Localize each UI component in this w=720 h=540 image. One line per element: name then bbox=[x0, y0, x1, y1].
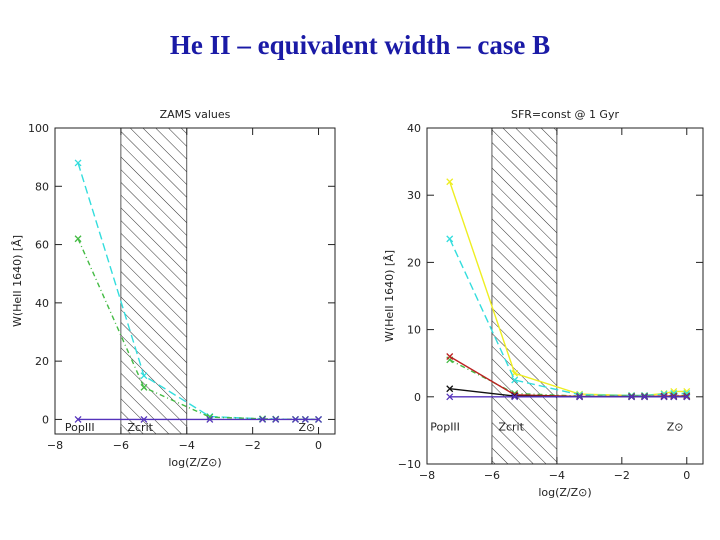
data-point bbox=[511, 393, 519, 401]
data-point bbox=[670, 393, 678, 401]
y-tick-label: 100 bbox=[28, 122, 49, 135]
annotation-label: Zcrit bbox=[498, 420, 524, 433]
x-tick-label: −8 bbox=[419, 469, 435, 482]
x-tick-label: −6 bbox=[484, 469, 500, 482]
annotation-label: Zcrit bbox=[127, 421, 153, 434]
chart-zams-values: −8 −6 −4 −2 0 0 20 40 60 80 100 ZAMS values log(Z/Z⊙… bbox=[11, 108, 336, 469]
y-tick-label: 40 bbox=[407, 122, 421, 135]
y-tick-label: 60 bbox=[35, 239, 49, 252]
data-point bbox=[683, 393, 691, 401]
series-line bbox=[449, 238, 687, 397]
y-tick-label: −10 bbox=[398, 458, 421, 471]
annotation-label: PopIII bbox=[430, 420, 460, 433]
y-axis-label: W(HeII 1640) [Å] bbox=[11, 235, 24, 327]
series-line bbox=[449, 181, 687, 397]
plot-frame bbox=[54, 127, 336, 435]
x-tick-label: −6 bbox=[113, 439, 129, 452]
x-tick-label: −2 bbox=[614, 469, 630, 482]
y-tick-label: 40 bbox=[35, 297, 49, 310]
data-point bbox=[641, 393, 649, 401]
data-point bbox=[628, 393, 636, 401]
y-tick-label: 20 bbox=[35, 355, 49, 368]
hatched-region bbox=[120, 127, 188, 435]
data-point bbox=[140, 372, 148, 380]
chart-title: ZAMS values bbox=[160, 108, 231, 121]
annotation-label: PopIII bbox=[65, 421, 95, 434]
data-point bbox=[74, 235, 82, 243]
data-point bbox=[301, 415, 309, 423]
data-point bbox=[446, 178, 454, 186]
data-point bbox=[74, 159, 82, 167]
x-tick-label: −4 bbox=[549, 469, 565, 482]
data-point bbox=[74, 415, 82, 423]
data-point bbox=[292, 415, 299, 423]
hatched-region bbox=[491, 127, 558, 465]
x-axis-label: log(Z/Z⊙) bbox=[538, 486, 591, 499]
data-point bbox=[315, 415, 322, 423]
x-tick-label: 0 bbox=[683, 469, 690, 482]
slide-title: He II – equivalent width – case B bbox=[169, 30, 551, 60]
y-tick-label: 30 bbox=[407, 189, 421, 202]
x-tick-label: −8 bbox=[47, 439, 63, 452]
chart-sfr-const: −8 −6 −4 −2 0 −10 0 10 20 30 40 SFR=const @ 1 Gyr lo… bbox=[383, 108, 704, 499]
y-tick-label: 10 bbox=[407, 324, 421, 337]
y-tick-label: 0 bbox=[42, 413, 49, 426]
data-point bbox=[140, 383, 148, 391]
x-tick-label: 0 bbox=[315, 439, 322, 452]
plot-frame bbox=[426, 127, 704, 465]
data-point bbox=[511, 376, 519, 384]
annotation-label: Z⊙ bbox=[667, 420, 684, 433]
y-tick-label: 0 bbox=[414, 391, 421, 404]
x-tick-label: −4 bbox=[179, 439, 195, 452]
data-point bbox=[660, 393, 668, 401]
data-point bbox=[259, 415, 266, 423]
y-axis-label: W(HeII 1640) [Å] bbox=[383, 250, 396, 342]
x-tick-label: −2 bbox=[245, 439, 261, 452]
data-point bbox=[446, 385, 454, 393]
series-line bbox=[77, 238, 319, 421]
series-line bbox=[77, 162, 319, 421]
data-point bbox=[140, 415, 148, 423]
chart-title: SFR=const @ 1 Gyr bbox=[511, 108, 619, 121]
data-point bbox=[446, 393, 454, 401]
y-tick-label: 80 bbox=[35, 180, 49, 193]
y-tick-label: 20 bbox=[407, 256, 421, 269]
x-axis-label: log(Z/Z⊙) bbox=[168, 456, 221, 469]
data-point bbox=[446, 353, 454, 360]
data-point bbox=[446, 235, 454, 243]
data-point bbox=[272, 415, 280, 423]
data-point bbox=[206, 415, 214, 423]
annotation-label: Z⊙ bbox=[298, 421, 315, 434]
data-point bbox=[576, 393, 584, 401]
